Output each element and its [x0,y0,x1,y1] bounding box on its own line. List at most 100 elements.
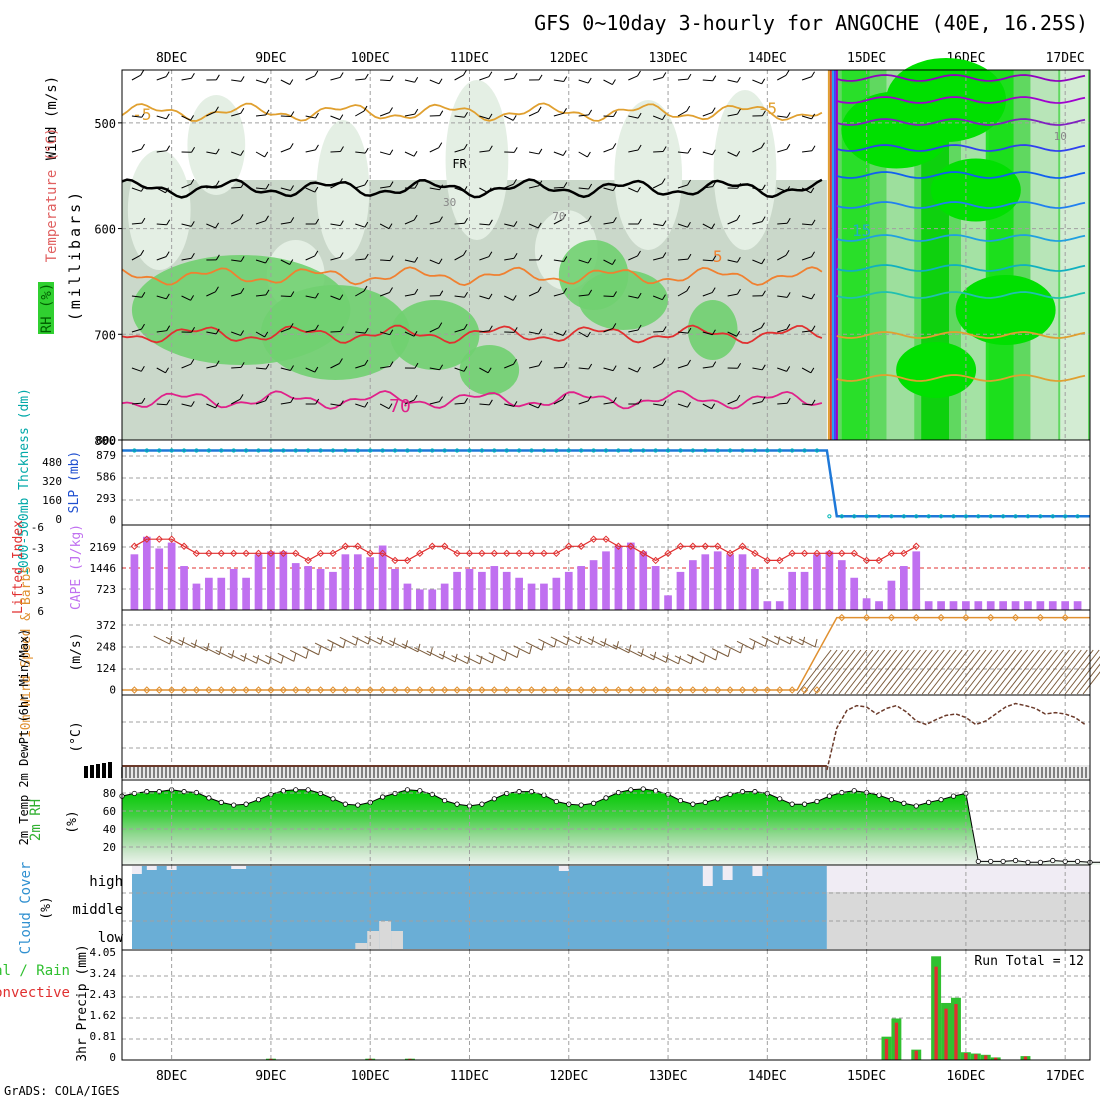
wind-barb-flag [265,183,270,190]
bottom-date-label: 14DEC [748,1069,787,1084]
wind-barb-flag [389,361,394,367]
wind-barb-flag [586,151,591,158]
surface-wind-barb-flag [417,643,421,652]
wind-barb-flag [389,255,394,261]
wind-barb-flag [537,106,542,113]
lifted-index-marker [577,542,585,550]
thickness-marker [529,448,534,453]
surface-wind-barb-strong [838,649,874,695]
wind-barb-flag [563,76,568,82]
wind-barb-flag [463,143,468,150]
wind-barb [528,291,539,297]
temp-legend-bar [108,762,112,778]
wind-barb [479,150,490,153]
rh-marker [231,802,237,808]
thickness-marker [678,448,683,453]
wind-barb-flag [786,143,791,150]
wind-barb-flag [340,326,344,332]
surface-wind-barb [414,647,431,657]
wind-barb-flag [513,178,517,185]
wind-barb-flag [389,75,394,81]
lifted-index-marker [850,549,858,558]
thickness-marker [467,448,472,453]
wind-barb-flag [513,327,518,333]
cape-bar [180,566,188,610]
surface-wind-barb-strong [921,649,957,695]
wind-speed-marker [428,686,436,694]
thickness-marker [976,514,981,519]
wind-barb [379,292,390,297]
wind-barb [752,367,763,371]
wind-barb-flag [265,257,269,264]
wind-barb-flag [264,151,269,158]
wind-barb [677,223,688,228]
wind-speed-marker [453,686,461,694]
wind-barb [379,403,390,410]
post-transition-isoline [836,374,1086,382]
wind-barb [206,365,217,369]
wind-barb-flag [464,217,468,224]
rh-marker [901,800,907,806]
wind-barb-flag [711,107,716,113]
thickness-marker [901,514,906,519]
surface-wind-barb-strong [850,649,886,695]
surface-wind-barb-flag [504,652,508,661]
cape-bar [130,554,139,610]
wind-speed-marker [403,686,412,694]
lifted-index-marker [614,542,623,550]
precip-convective-bar [884,1039,889,1060]
wind-barb [752,221,763,225]
cape-bar [763,601,772,610]
surface-wind-barb [563,635,580,645]
wind-speed-marker [366,686,374,694]
wind-barb-flag [811,251,815,257]
wind-barb [305,329,316,333]
wind-speed-marker [267,686,275,694]
pressure-tick-label: 800 [94,434,116,448]
thickness-marker [281,448,286,453]
rh-shade-green [687,300,738,360]
lifted-index-marker [788,549,796,558]
cape-bar-low [986,601,995,610]
thickness-marker [876,514,882,519]
precip-convective-label: Convective [0,985,70,1001]
wind-barb-flag [462,249,467,256]
wind-speed-marker [738,686,747,694]
wind-barb-flag [785,70,790,76]
wind-barb [801,76,812,81]
wind-barb [429,187,440,191]
post-transition-isoline [836,331,1086,339]
rh-marker [1050,857,1056,864]
surface-wind-barb-strong [1076,663,1100,695]
top-date-label: 17DEC [1046,51,1085,66]
cape-tick-label: 723 [96,583,116,596]
cape-bar [415,589,424,610]
cape-bar [689,560,697,610]
wind-barb-flag [613,291,617,297]
lifted-index-marker [800,549,809,558]
wind-barb [454,74,464,81]
wind-barb-flag [141,111,146,118]
wind-barb [479,256,490,261]
wind-barb [404,293,415,297]
wind-barb-flag [662,252,667,258]
wind-barb [355,331,366,334]
surface-wind-barb [687,654,704,663]
wind-barb [479,403,490,406]
surface-wind-barb-strong [1058,649,1094,695]
wind-barb [653,403,664,407]
wind-barb [231,366,242,369]
cape-bar-low [1024,601,1032,610]
rh-marker [876,792,882,798]
rh-marker [280,788,286,794]
wind-barb [330,256,341,261]
wind-barb-flag [762,290,766,296]
top-date-label: 9DEC [255,51,286,66]
wind-barb-flag [364,401,369,408]
wind-barb-flag [314,366,319,373]
wind-barb [305,367,316,373]
wind-barb [528,223,539,229]
wind-barb [603,401,614,405]
wind-barb-flag [612,79,616,85]
cape-bar [403,583,412,610]
